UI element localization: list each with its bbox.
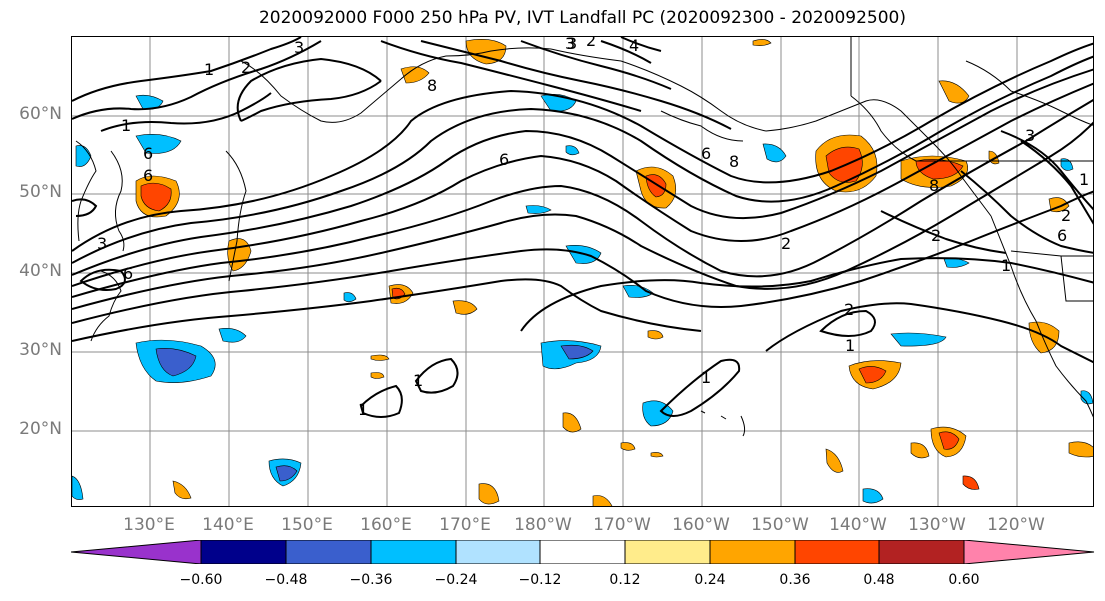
lon-label-160w: 160°W: [672, 515, 730, 535]
lat-label-50n: 50°N: [19, 182, 62, 202]
colorbar-ticks: [200, 540, 965, 564]
svg-text:3: 3: [97, 234, 107, 253]
colorbar-label-0: −0.60: [179, 572, 223, 588]
colorbar-label-8: 0.48: [863, 572, 895, 588]
colorbar-label-2: −0.36: [349, 572, 393, 588]
svg-text:2: 2: [586, 37, 596, 50]
map-panel: 1 2 3 3 2 4 8 6 8 6 6 6 3 6 8 2 2 1 2 1 …: [71, 36, 1094, 507]
svg-text:8: 8: [427, 76, 437, 95]
lon-label-120w: 120°W: [987, 515, 1045, 535]
lat-label-60n: 60°N: [19, 104, 62, 124]
pv-contours: [72, 37, 1093, 418]
colorbar-bin-2: [286, 540, 371, 564]
svg-text:1: 1: [204, 60, 214, 79]
lon-label-130w: 130°W: [908, 515, 966, 535]
svg-text:1: 1: [121, 116, 131, 135]
lat-label-20n: 20°N: [19, 419, 62, 439]
svg-text:8: 8: [729, 152, 739, 171]
svg-text:2: 2: [781, 234, 791, 253]
lon-label-140e: 140°E: [202, 515, 254, 535]
lat-label-40n: 40°N: [19, 261, 62, 281]
svg-text:2: 2: [931, 226, 941, 245]
colorbar-label-9: 0.60: [948, 572, 980, 588]
lon-label-160e: 160°E: [360, 515, 412, 535]
colorbar: [70, 539, 1096, 568]
colorbar-bin-1: [201, 540, 286, 564]
colorbar-bin-5: [540, 540, 625, 564]
colorbar-label-3: −0.24: [434, 572, 478, 588]
colorbar-extend-high: [964, 540, 1094, 564]
colorbar-svg: [70, 539, 1095, 565]
colorbar-bin-7: [710, 540, 795, 564]
svg-text:6: 6: [701, 144, 711, 163]
svg-text:3: 3: [565, 37, 575, 53]
svg-text:1: 1: [1001, 256, 1011, 275]
lon-label-150w: 150°W: [751, 515, 809, 535]
svg-text:1: 1: [413, 371, 423, 390]
svg-text:1: 1: [1079, 170, 1089, 189]
svg-text:2: 2: [1061, 206, 1071, 225]
map-canvas: 1 2 3 3 2 4 8 6 8 6 6 6 3 6 8 2 2 1 2 1 …: [72, 37, 1093, 506]
svg-text:1: 1: [701, 368, 711, 387]
lon-label-180w: 180°W: [514, 515, 572, 535]
lat-label-30n: 30°N: [19, 340, 62, 360]
lon-label-170e: 170°E: [439, 515, 491, 535]
svg-text:1: 1: [845, 336, 855, 355]
svg-text:3: 3: [294, 38, 304, 57]
colorbar-label-5: 0.12: [609, 572, 641, 588]
lon-label-170w: 170°W: [593, 515, 651, 535]
colorbar-bin-4: [456, 540, 540, 564]
svg-text:3: 3: [567, 37, 577, 53]
colorbar-label-1: −0.48: [264, 572, 308, 588]
colorbar-label-7: 0.36: [779, 572, 811, 588]
lon-label-150e: 150°E: [281, 515, 333, 535]
svg-text:8: 8: [929, 176, 939, 195]
contour-labels: 1 2 3 3 2 4 8 6 8 6 6 6 3 6 8 2 2 1 2 1 …: [97, 37, 1089, 419]
svg-text:1: 1: [358, 400, 368, 419]
svg-text:6: 6: [499, 150, 509, 169]
svg-text:4: 4: [629, 37, 639, 55]
svg-text:6: 6: [1057, 226, 1067, 245]
svg-text:3: 3: [1025, 126, 1035, 145]
colorbar-bin-9: [879, 540, 964, 564]
colorbar-label-4: −0.12: [518, 572, 562, 588]
colorbar-bin-3: [371, 540, 456, 564]
svg-text:6: 6: [123, 264, 133, 283]
colorbar-label-6: 0.24: [694, 572, 726, 588]
svg-text:2: 2: [241, 58, 251, 77]
shaded-anomalies: [72, 39, 1093, 506]
colorbar-bin-6: [625, 540, 710, 564]
svg-text:6: 6: [143, 166, 153, 185]
colorbar-bin-8: [795, 540, 879, 564]
lon-label-140w: 140°W: [829, 515, 887, 535]
svg-text:2: 2: [844, 300, 854, 319]
svg-text:6: 6: [143, 144, 153, 163]
lon-label-130e: 130°E: [123, 515, 175, 535]
map-title: 2020092000 F000 250 hPa PV, IVT Landfall…: [258, 8, 906, 28]
colorbar-extend-low: [71, 540, 201, 564]
